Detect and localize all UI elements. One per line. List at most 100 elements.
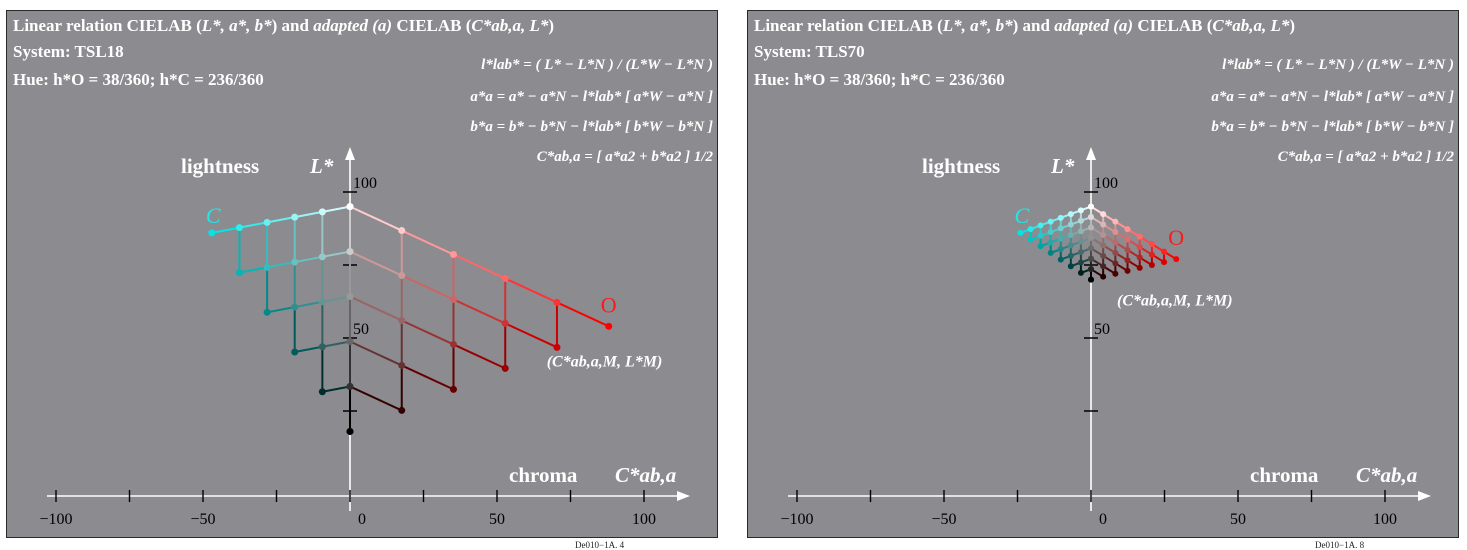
l-axis-title: L*	[309, 154, 334, 178]
red-data-point	[1112, 270, 1119, 277]
l-tick-label: 50	[1094, 321, 1110, 338]
cyan-data-point	[263, 218, 271, 226]
red-data-point	[346, 338, 354, 346]
red-data-point	[1088, 245, 1094, 252]
red-data-point	[1088, 234, 1094, 241]
title-text: CIELAB (	[1133, 16, 1213, 35]
red-data-point	[346, 203, 354, 211]
grid-line	[556, 301, 610, 328]
red-data-point	[1088, 214, 1094, 221]
cyan-data-point	[1037, 232, 1044, 239]
o-corner-label: O	[601, 292, 617, 317]
hue-label: Hue: h*O = 38/360; h*C = 236/360	[754, 70, 1005, 89]
red-data-point	[346, 248, 354, 256]
chroma-label: chroma	[509, 463, 578, 487]
c-tick-label: 0	[358, 511, 366, 528]
grid-line	[453, 343, 506, 370]
cyan-data-point	[208, 229, 216, 237]
red-data-point	[449, 385, 457, 393]
grid-line	[322, 295, 351, 303]
formula-line: b*a = b* − b*N − l*lab* [ b*W − b*N ]	[470, 119, 713, 135]
lightness-label: lightness	[181, 154, 259, 178]
grid-line	[294, 345, 323, 353]
red-data-point	[1136, 244, 1143, 251]
cyan-data-point	[1027, 236, 1034, 243]
red-data-point	[449, 295, 457, 303]
lightness-label: lightness	[922, 154, 1000, 178]
cyan-data-point	[1077, 207, 1084, 214]
red-data-point	[449, 250, 457, 258]
c-tick-label: −100	[39, 511, 72, 528]
red-data-point	[553, 298, 561, 306]
c-axis-title: C*ab,a	[1356, 463, 1417, 487]
chart-canvas-right: 100 50 −100 −50 0 50 100 lightness L* chroma C*ab,…	[780, 57, 1455, 528]
grid-line	[322, 385, 351, 393]
red-data-point	[1161, 248, 1168, 255]
l-axis-title: L*	[1050, 154, 1075, 178]
cyan-data-point	[318, 208, 326, 216]
red-data-point	[1100, 221, 1107, 228]
red-data-point	[346, 293, 354, 301]
grid-line	[266, 261, 295, 269]
title-vars: C*ab,a, L*	[1212, 16, 1290, 35]
red-data-point	[398, 227, 406, 235]
formula-line: b*a = b* − b*N − l*lab* [ b*W − b*N ]	[1211, 119, 1454, 135]
c-axis-arrow	[1418, 491, 1431, 501]
chroma-label: chroma	[1250, 463, 1319, 487]
title-text: )	[1289, 16, 1296, 35]
cyan-data-point	[235, 224, 243, 232]
cyan-data-point	[1027, 226, 1034, 233]
red-data-point	[1148, 251, 1155, 258]
formula-line: C*ab,a = [ a*a2 + b*a2 ] 1/2	[1278, 149, 1455, 165]
c-tick-label: −100	[780, 511, 813, 528]
footer-code: De010−1A. 4	[575, 540, 625, 550]
red-data-point	[1112, 218, 1119, 225]
cyan-data-point	[1057, 246, 1064, 253]
red-data-point	[501, 274, 509, 282]
cyan-data-point	[1077, 269, 1084, 276]
grid-line	[401, 319, 454, 346]
formula-line: C*ab,a = [ a*a2 + b*a2 ] 1/2	[537, 149, 714, 165]
c-tick-label: −50	[931, 511, 956, 528]
grid-line	[401, 274, 454, 301]
formula-line: l*lab* = ( L* − L*N ) / (L*W − L*N )	[1222, 57, 1454, 73]
red-data-point	[1112, 239, 1119, 246]
formula-line: a*a = a* − a*N − l*lab* [ a*W − a*N ]	[1211, 89, 1454, 105]
red-data-point	[1148, 262, 1155, 268]
cyan-data-point	[1047, 218, 1054, 225]
red-data-point	[1088, 266, 1094, 273]
red-data-point	[1124, 267, 1131, 274]
cyan-data-point	[291, 348, 299, 356]
title-adapted: adapted (a)	[313, 16, 393, 35]
title-vars: L*, a*, b*	[201, 16, 272, 35]
red-data-point	[1100, 263, 1107, 270]
red-data-point	[1173, 256, 1180, 263]
system-label: System: TLS70	[754, 42, 865, 61]
cyan-data-point	[291, 303, 299, 311]
red-data-point	[1124, 226, 1131, 233]
cyan-data-point	[1067, 263, 1074, 270]
grid-line	[349, 250, 403, 277]
c-tick-label: 50	[489, 511, 505, 528]
red-data-point	[398, 406, 406, 414]
cyan-data-point	[1047, 229, 1054, 236]
c-axis-arrow	[677, 491, 690, 501]
l-tick-label: 50	[353, 321, 369, 338]
grid-line	[504, 322, 558, 349]
title-vars: L*, a*, b*	[942, 16, 1013, 35]
red-data-point	[1136, 233, 1143, 240]
grid-line	[349, 340, 403, 367]
grid-line	[453, 298, 506, 325]
footer-code: De010−1A. 8	[1315, 540, 1365, 550]
red-data-point	[1124, 257, 1131, 264]
cyan-data-point	[1057, 235, 1064, 242]
cyan-data-point	[1077, 249, 1084, 256]
chart-panel-right: 100 50 −100 −50 0 50 100 lightness L* chroma C*ab,…	[747, 10, 1459, 538]
o-corner-label: O	[1168, 225, 1184, 250]
grid-line	[504, 277, 558, 304]
chart-title: Linear relation CIELAB (L*, a*, b*) and …	[13, 16, 554, 36]
c-axis-title: C*ab,a	[615, 463, 676, 487]
red-data-point	[346, 427, 354, 435]
chart-panel-left: 100 50 −100 −50 0 50 100 lightness L* chroma C*ab,…	[6, 10, 718, 538]
cyan-data-point	[1057, 214, 1064, 221]
